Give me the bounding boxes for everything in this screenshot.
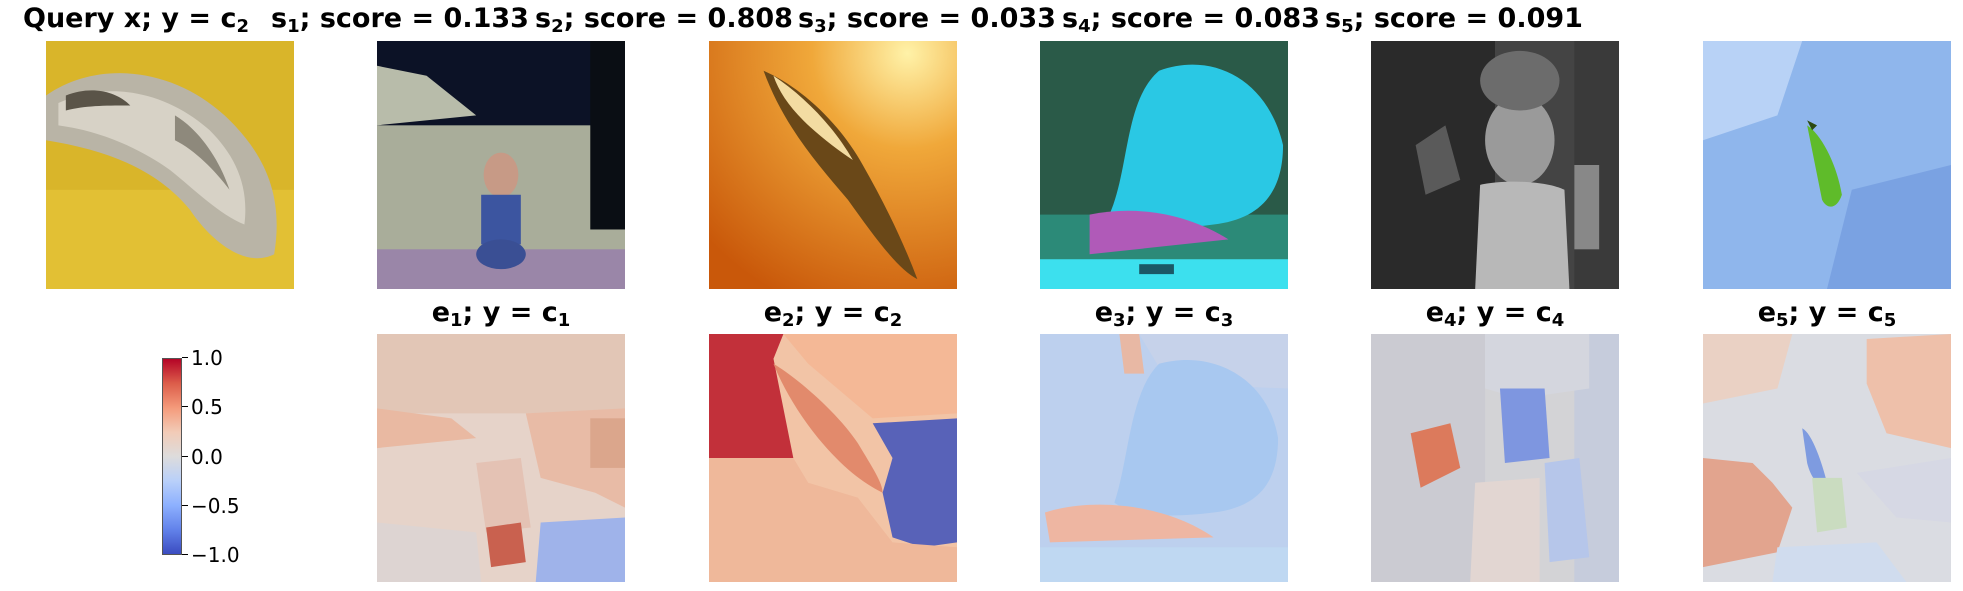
colorbar-tick: 1.0 (182, 346, 223, 370)
colorbar-tick: 0.5 (182, 395, 223, 419)
sample-1-image (377, 41, 625, 289)
explanation-4-title: e4; y = c4 (1425, 297, 1565, 331)
explanation-1-title: e1; y = c1 (431, 297, 571, 331)
query-title: Query x; y = c2 (23, 3, 249, 37)
explanation-3-title: e3; y = c3 (1094, 297, 1234, 331)
sample-5-title: s5; score = 0.091 (1325, 3, 1583, 37)
sample-1-title: s1; score = 0.133 (271, 3, 529, 37)
colorbar-tick: 0.0 (182, 445, 223, 469)
explanation-5-heatmap (1703, 334, 1951, 582)
explanation-2-heatmap (709, 334, 957, 582)
explanation-2-title: e2; y = c2 (763, 297, 903, 331)
query-image (46, 41, 294, 289)
explanation-3-heatmap (1040, 334, 1288, 582)
sample-4-title: s4; score = 0.083 (1062, 3, 1320, 37)
explanation-1-heatmap (377, 334, 625, 582)
sample-5-image (1703, 41, 1951, 289)
explanation-5-title: e5; y = c5 (1757, 297, 1897, 331)
sample-3-title: s3; score = 0.033 (798, 3, 1056, 37)
sample-2-title: s2; score = 0.808 (535, 3, 793, 37)
sample-3-image (1040, 41, 1288, 289)
colorbar-tick: −0.5 (182, 494, 240, 518)
colorbar-tick: −1.0 (182, 543, 240, 567)
explanation-4-heatmap (1371, 334, 1619, 582)
sample-2-image (709, 41, 957, 289)
sample-4-image (1371, 41, 1619, 289)
colorbar (162, 358, 182, 555)
